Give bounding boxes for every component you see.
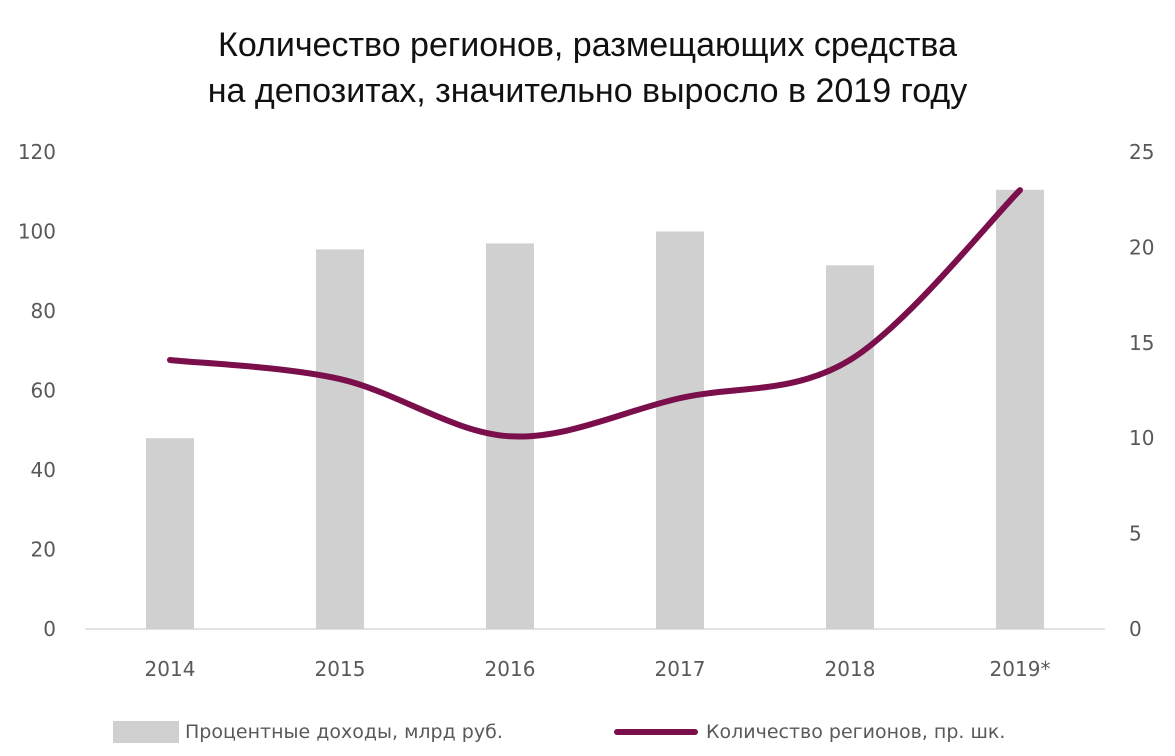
left-axis: 0 20 40 60 80 100 120 [18,140,56,641]
y-right-tick-label: 15 [1129,331,1154,355]
legend-swatch-line [614,729,698,735]
x-axis: 2014 2015 2016 2017 2018 2019* [145,657,1051,681]
legend: Процентные доходы, млрд руб. Количество … [0,712,1175,752]
y-left-tick-label: 0 [43,617,56,641]
bar [146,438,194,629]
x-tick-label: 2015 [315,657,366,681]
right-axis: 0 5 10 15 20 25 [1129,140,1154,641]
line-series [167,187,1023,440]
legend-item-bars: Процентные доходы, млрд руб. [113,712,503,752]
bar [826,265,874,629]
chart-title-line-1: Количество регионов, размещающих средств… [218,26,957,64]
x-tick-label: 2014 [145,657,196,681]
y-right-tick-label: 20 [1129,235,1154,259]
y-left-tick-label: 100 [18,220,56,244]
y-right-tick-label: 0 [1129,617,1142,641]
x-tick-label: 2016 [485,657,536,681]
bar [996,189,1044,629]
chart-title: Количество регионов, размещающих средств… [0,22,1175,114]
x-tick-label: 2019* [990,657,1051,681]
y-left-tick-label: 20 [31,538,56,562]
line-path [167,187,1023,440]
y-left-tick-label: 60 [31,379,56,403]
bar [656,231,704,629]
y-right-tick-label: 10 [1129,426,1154,450]
y-left-tick-label: 120 [18,140,56,164]
legend-swatch-bar [113,721,179,743]
y-right-tick-label: 25 [1129,140,1154,164]
y-right-tick-label: 5 [1129,522,1142,546]
legend-item-line: Количество регионов, пр. шк. [614,712,1005,752]
y-left-tick-label: 40 [31,458,56,482]
x-tick-label: 2017 [655,657,706,681]
x-tick-label: 2018 [825,657,876,681]
legend-label-bars: Процентные доходы, млрд руб. [185,721,503,743]
chart-title-line-2: на депозитах, значительно выросло в 2019… [207,72,968,110]
bar [316,249,364,629]
bar-series [146,189,1044,630]
legend-label-line: Количество регионов, пр. шк. [706,721,1006,743]
y-left-tick-label: 80 [31,299,56,323]
